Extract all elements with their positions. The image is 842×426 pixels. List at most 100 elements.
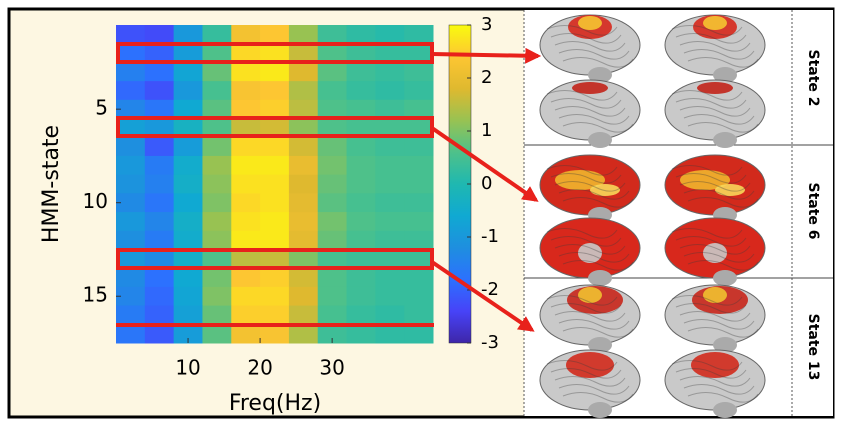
state-label: State 13 bbox=[805, 314, 821, 381]
heatmap-cell bbox=[202, 81, 231, 100]
heatmap-cell bbox=[116, 62, 145, 81]
y-axis-label: HMM-state bbox=[39, 125, 64, 243]
heatmap-cell bbox=[174, 268, 203, 287]
heatmap-cell bbox=[347, 137, 376, 156]
colorbar-tick-label: 1 bbox=[481, 120, 492, 141]
heatmap-cell bbox=[260, 175, 289, 194]
heatmap-cell bbox=[404, 249, 433, 268]
heatmap-cell bbox=[347, 287, 376, 306]
heatmap-cell bbox=[260, 249, 289, 268]
heatmap-cell bbox=[260, 156, 289, 175]
heatmap-cell bbox=[318, 306, 347, 325]
heatmap-cell bbox=[202, 156, 231, 175]
x-tick-label: 30 bbox=[319, 356, 344, 380]
state-label: State 2 bbox=[805, 49, 821, 106]
heatmap-cell bbox=[289, 212, 318, 231]
heatmap-cell bbox=[347, 156, 376, 175]
heatmap-cell bbox=[202, 137, 231, 156]
heatmap-cell bbox=[347, 193, 376, 212]
heatmap-cell bbox=[145, 156, 174, 175]
heatmap-cell bbox=[116, 249, 145, 268]
heatmap-cell bbox=[145, 62, 174, 81]
heatmap-cell bbox=[318, 62, 347, 81]
brain-stem bbox=[588, 402, 612, 418]
heatmap-cell bbox=[289, 175, 318, 194]
heatmap-cell bbox=[174, 231, 203, 250]
heatmap-cell bbox=[375, 324, 404, 343]
heatmap-cell bbox=[375, 231, 404, 250]
heatmap-cell bbox=[174, 62, 203, 81]
heatmap-cell bbox=[145, 231, 174, 250]
heatmap-cell bbox=[347, 212, 376, 231]
heatmap-cell bbox=[375, 287, 404, 306]
heatmap-cell bbox=[202, 287, 231, 306]
heatmap-cell bbox=[174, 137, 203, 156]
heatmap-cell bbox=[174, 212, 203, 231]
brain-stem bbox=[588, 270, 612, 286]
heatmap-cell bbox=[231, 306, 260, 325]
heatmap-cell bbox=[318, 175, 347, 194]
heatmap-cell bbox=[231, 175, 260, 194]
heatmap-cell bbox=[318, 231, 347, 250]
colorbar-tick-label: 2 bbox=[481, 67, 492, 88]
heatmap-cell bbox=[347, 175, 376, 194]
heatmap-cell bbox=[289, 287, 318, 306]
heatmap-cell bbox=[145, 249, 174, 268]
heatmap-cell bbox=[260, 193, 289, 212]
heatmap-cell bbox=[145, 25, 174, 44]
heatmap-cell bbox=[404, 193, 433, 212]
heatmap-cell bbox=[404, 81, 433, 100]
brain-stem bbox=[713, 270, 737, 286]
heatmap-cell bbox=[202, 231, 231, 250]
heatmap-cell bbox=[404, 287, 433, 306]
heatmap-cell bbox=[375, 249, 404, 268]
heatmap-cell bbox=[375, 268, 404, 287]
heatmap-cell bbox=[289, 156, 318, 175]
heatmap-cell bbox=[347, 25, 376, 44]
heatmap-cell bbox=[260, 287, 289, 306]
x-tick-label: 10 bbox=[175, 356, 200, 380]
heatmap-cell bbox=[202, 25, 231, 44]
heatmap-cell bbox=[145, 268, 174, 287]
heatmap-cell bbox=[231, 25, 260, 44]
heatmap-cell bbox=[260, 268, 289, 287]
heatmap-cell bbox=[289, 193, 318, 212]
heatmap-cell bbox=[375, 25, 404, 44]
heatmap-cell bbox=[404, 212, 433, 231]
heatmap-cell bbox=[375, 62, 404, 81]
heatmap-cell bbox=[231, 212, 260, 231]
activation bbox=[703, 287, 727, 303]
heatmap-cell bbox=[231, 287, 260, 306]
heatmap-cell bbox=[404, 268, 433, 287]
heatmap-cell bbox=[174, 25, 203, 44]
heatmap-cell bbox=[174, 287, 203, 306]
heatmap-cell bbox=[116, 175, 145, 194]
heatmap-cell bbox=[202, 193, 231, 212]
colorbar-tick-label: -1 bbox=[481, 226, 499, 247]
activation bbox=[566, 352, 614, 378]
activation bbox=[691, 352, 739, 378]
heatmap-cell bbox=[260, 306, 289, 325]
heatmap-cell bbox=[404, 62, 433, 81]
heatmap-cell bbox=[174, 249, 203, 268]
heatmap-cell bbox=[260, 62, 289, 81]
heatmap-cell bbox=[202, 62, 231, 81]
heatmap-cell bbox=[260, 212, 289, 231]
heatmap-cell bbox=[289, 62, 318, 81]
heatmap-cell bbox=[260, 137, 289, 156]
heatmap-cell bbox=[202, 212, 231, 231]
y-tick-label: 10 bbox=[83, 189, 108, 213]
heatmap-cell bbox=[145, 81, 174, 100]
heatmap-cell bbox=[318, 25, 347, 44]
heatmap-cell bbox=[404, 175, 433, 194]
arrow bbox=[432, 54, 538, 56]
colorbar-tick-label: 3 bbox=[481, 14, 492, 35]
heatmap-cell bbox=[318, 249, 347, 268]
heatmap-cell bbox=[231, 193, 260, 212]
heatmap-cell bbox=[375, 137, 404, 156]
heatmap-cell bbox=[174, 81, 203, 100]
heatmap-cell bbox=[116, 268, 145, 287]
heatmap-cell bbox=[231, 231, 260, 250]
colorbar-tick-label: 0 bbox=[481, 173, 492, 194]
heatmap-cell bbox=[404, 25, 433, 44]
